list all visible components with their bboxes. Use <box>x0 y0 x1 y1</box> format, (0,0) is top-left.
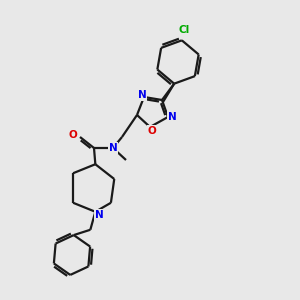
Text: Cl: Cl <box>178 25 189 35</box>
Text: N: N <box>168 112 176 122</box>
Text: N: N <box>138 90 146 100</box>
Text: O: O <box>69 130 77 140</box>
Text: O: O <box>148 126 156 136</box>
Text: N: N <box>109 143 117 153</box>
Text: N: N <box>95 210 104 220</box>
